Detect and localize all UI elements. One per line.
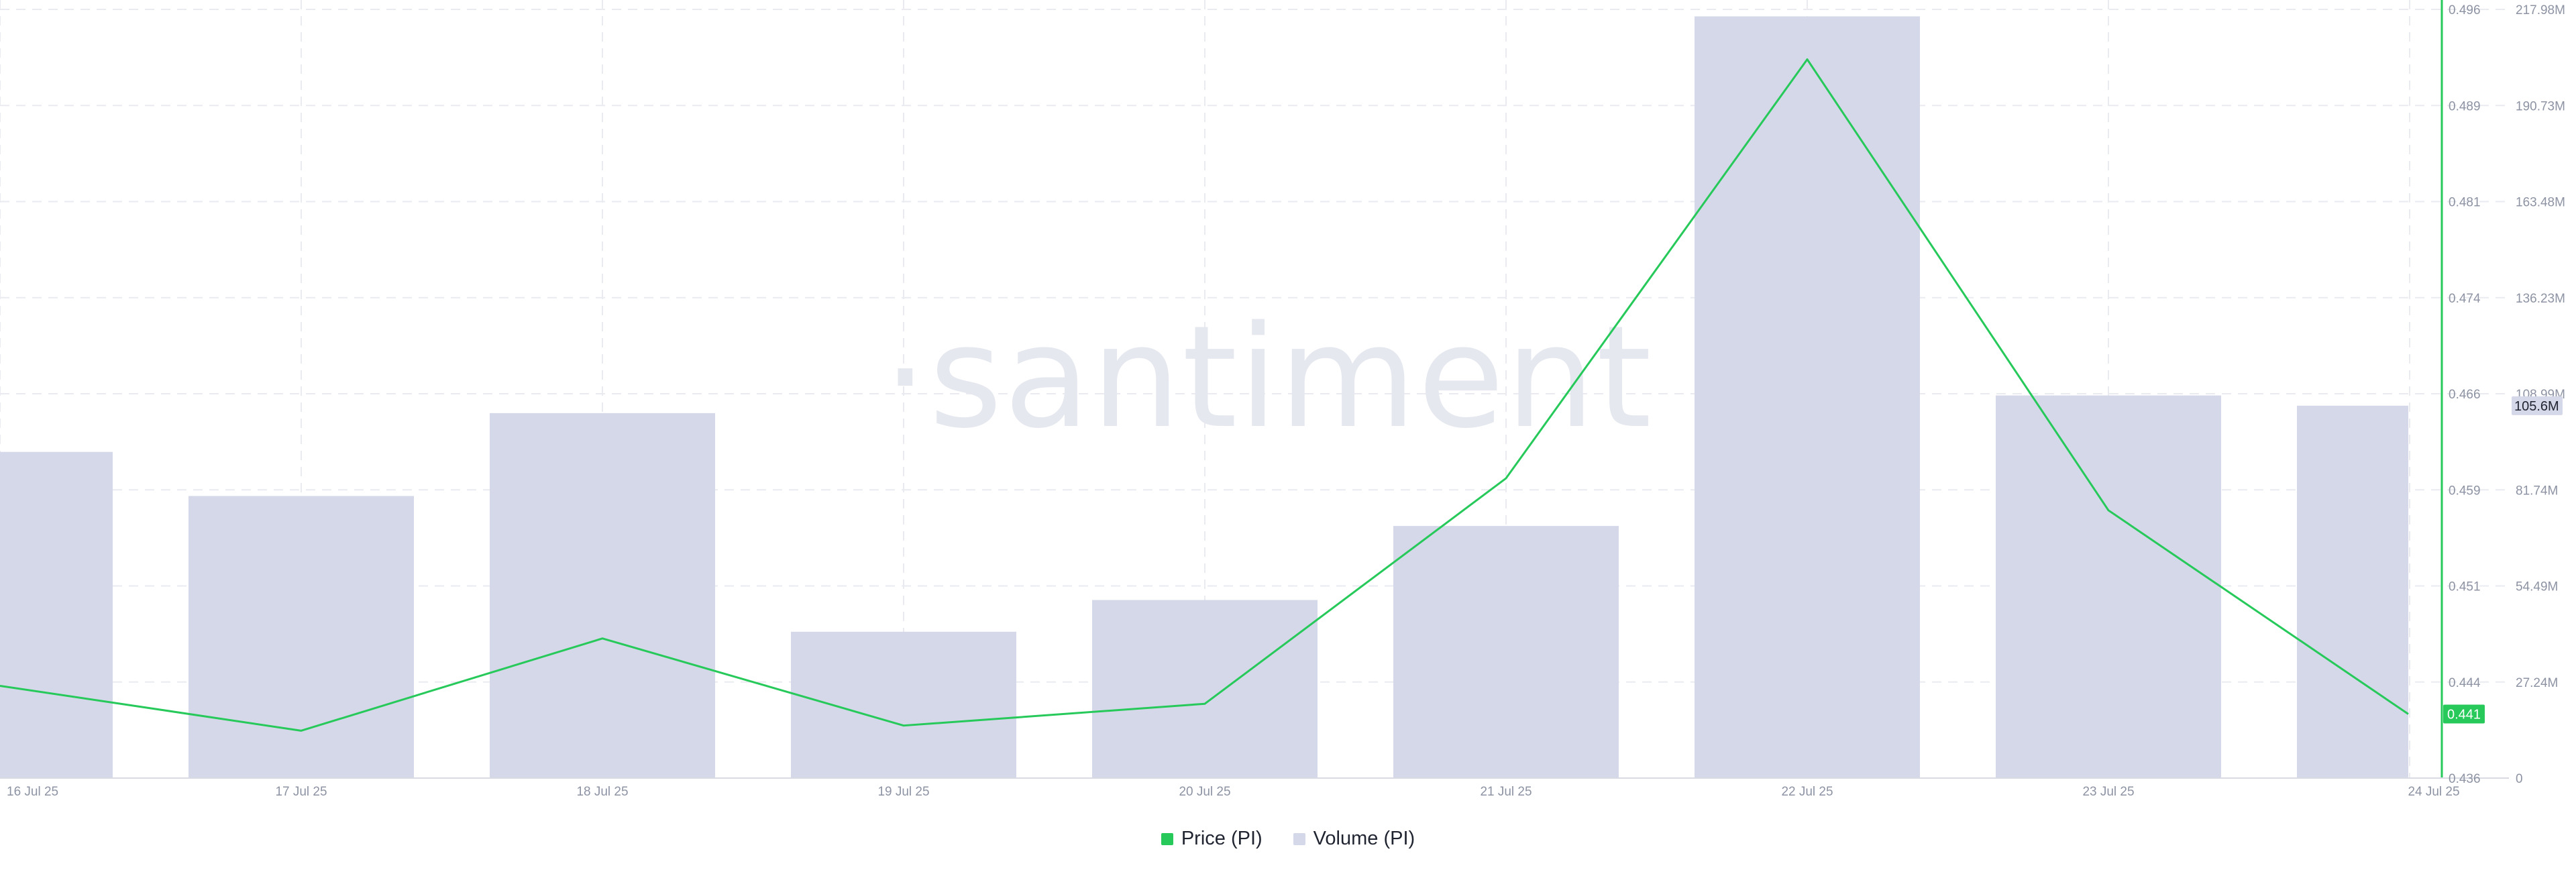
volume-bar	[2297, 405, 2408, 778]
x-axis-tick-label: 18 Jul 25	[576, 785, 628, 799]
volume-bar	[0, 451, 113, 778]
x-axis-tick-label: 22 Jul 25	[1781, 785, 1833, 799]
value-badges: 0.441 105.6M	[2443, 396, 2563, 724]
price-line-layer	[0, 58, 2409, 732]
legend-item-price[interactable]: Price (PI)	[1161, 828, 1263, 850]
santiment-watermark: ·santiment	[883, 295, 1653, 459]
volume-bar	[791, 631, 1016, 778]
volume-axis-tick-label: 54.49M	[2516, 580, 2558, 594]
volume-bar	[1393, 526, 1619, 778]
current-volume-badge-label: 105.6M	[2514, 399, 2559, 414]
x-axis-tick-label: 23 Jul 25	[2082, 785, 2134, 799]
legend-volume-label: Volume (PI)	[1313, 828, 1415, 849]
legend-item-volume[interactable]: Volume (PI)	[1293, 828, 1415, 850]
price-axis-tick-label: 0.489	[2449, 99, 2481, 113]
volume-bar	[1996, 395, 2221, 778]
volume-axis-tick-label: 81.74M	[2516, 484, 2558, 498]
axes-layer: 0.436 0.444 0.451 0.459 0.466 0.474 0.481 0.489…	[0, 0, 2565, 799]
volume-swatch-icon	[1293, 832, 1305, 845]
volume-axis-tick-label: 217.98M	[2516, 3, 2565, 17]
chart-legend: Price (PI) Volume (PI)	[0, 828, 2576, 850]
price-axis-tick-label: 0.466	[2449, 388, 2481, 402]
volume-bar	[1695, 16, 1920, 779]
volume-axis-tick-label: 27.24M	[2516, 676, 2558, 690]
price-axis-tick-label: 0.474	[2449, 292, 2481, 306]
current-volume-badge	[2512, 396, 2563, 415]
price-axis-tick-label: 0.496	[2449, 3, 2481, 17]
legend-price-label: Price (PI)	[1181, 828, 1263, 849]
x-axis-tick-label: 19 Jul 25	[877, 785, 929, 799]
price-swatch-icon	[1161, 832, 1173, 845]
volume-bar	[1092, 600, 1318, 778]
volume-bars	[0, 16, 2408, 779]
price-axis-tick-label: 0.451	[2449, 580, 2481, 594]
volume-axis-tick-label: 163.48M	[2516, 196, 2565, 210]
volume-bar	[490, 413, 715, 778]
x-axis-tick-label: 20 Jul 25	[1179, 785, 1230, 799]
volume-axis-tick-label: 190.73M	[2516, 99, 2565, 113]
current-price-badge-label: 0.441	[2447, 708, 2481, 722]
volume-bar	[189, 496, 414, 778]
price-axis-tick-label: 0.481	[2449, 196, 2481, 210]
volume-axis-tick-label: 136.23M	[2516, 292, 2565, 306]
price-axis-tick-label: 0.459	[2449, 484, 2481, 498]
x-axis-tick-label: 21 Jul 25	[1480, 785, 1532, 799]
price-axis-tick-label: 0.436	[2449, 772, 2481, 786]
price-axis-tick-label: 0.444	[2449, 676, 2481, 690]
volume-axis-tick-label: 0	[2516, 772, 2523, 786]
current-price-badge	[2443, 704, 2485, 724]
x-axis-tick-label: 16 Jul 25	[7, 785, 58, 799]
x-axis-tick-label: 17 Jul 25	[275, 785, 327, 799]
x-axis-tick-label: 24 Jul 25	[2408, 785, 2459, 799]
